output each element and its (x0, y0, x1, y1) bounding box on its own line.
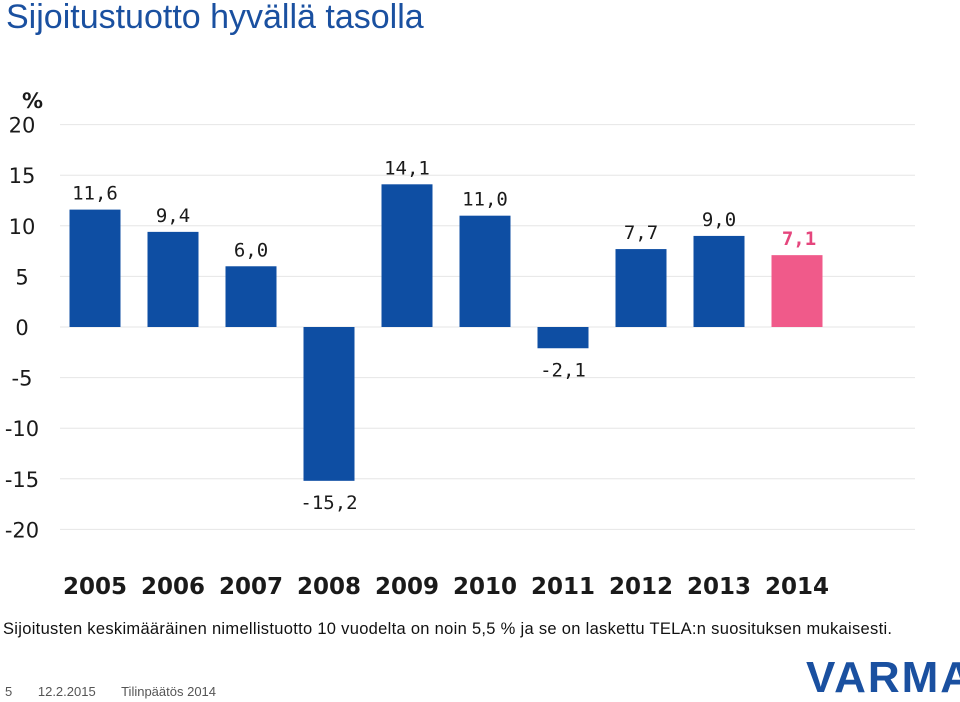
x-tick-label-2006: 2006 (141, 574, 205, 600)
data-label-2014: 7,1 (782, 228, 816, 250)
bar-2006 (147, 231, 199, 327)
page-number: 5 (5, 684, 13, 699)
varma-logo: VARMA (806, 653, 960, 702)
x-tick-label-2009: 2009 (375, 574, 439, 600)
x-tick-label-2008: 2008 (297, 574, 361, 600)
bars (69, 184, 823, 481)
x-tick-label-2014: 2014 (765, 574, 829, 600)
x-tick-label-2007: 2007 (219, 574, 283, 600)
data-label-2013: 9,0 (702, 209, 736, 231)
bar-2014 (771, 255, 823, 327)
footer-section: Tilinpäätös 2014 (121, 684, 217, 699)
data-label-2008: -15,2 (300, 492, 357, 514)
y-tick-label: 10 (9, 215, 36, 239)
bar-2013 (693, 235, 745, 327)
y-tick-label: 20 (9, 114, 36, 138)
y-axis-ticks: 20 15 10 5 0 -5 -10 -15 -20 (5, 114, 39, 543)
slide-footer: 5 12.2.2015 Tilinpäätös 2014 (5, 684, 238, 699)
data-label-2006: 9,4 (156, 205, 190, 227)
data-label-2005: 11,6 (72, 183, 118, 205)
y-tick-label: 5 (15, 265, 28, 289)
data-label-2007: 6,0 (234, 239, 268, 261)
bar-2010 (459, 215, 511, 327)
y-tick-label: -10 (5, 417, 39, 441)
footer-date: 12.2.2015 (37, 684, 96, 699)
data-label-2009: 14,1 (384, 157, 430, 179)
bar-2011 (537, 327, 589, 349)
x-tick-label-2013: 2013 (687, 574, 751, 600)
y-tick-label: -5 (12, 367, 33, 391)
bar-2005 (69, 209, 121, 327)
data-labels: 11,6 9,4 6,0 -15,2 14,1 11,0 -2,1 7,7 9,0 7,1 (72, 157, 816, 514)
x-tick-label-2012: 2012 (609, 574, 673, 600)
bar-2008 (303, 327, 355, 481)
y-axis-unit-label: % (22, 89, 43, 113)
y-tick-label: -20 (5, 518, 39, 542)
y-tick-label: 15 (9, 164, 36, 188)
data-label-2012: 7,7 (624, 222, 658, 244)
x-axis-ticks: 2005 2006 2007 2008 2009 2010 2011 2012 2013 2014 (63, 574, 829, 600)
y-tick-label: -15 (5, 468, 39, 492)
data-label-2011: -2,1 (540, 359, 586, 381)
x-tick-label-2010: 2010 (453, 574, 517, 600)
y-tick-label: 0 (15, 316, 28, 340)
x-tick-label-2011: 2011 (531, 574, 595, 600)
bar-2012 (615, 249, 667, 327)
data-label-2010: 11,0 (462, 189, 508, 211)
page-title: Sijoitustuotto hyvällä tasolla (6, 0, 424, 36)
footnote-text: Sijoitusten keskimääräinen nimellistuott… (3, 620, 893, 638)
bar-2007 (225, 266, 277, 327)
bar-2009 (381, 184, 433, 327)
x-tick-label-2005: 2005 (63, 574, 127, 600)
bar-chart: % 20 15 10 5 0 -5 -10 -15 -20 11,6 9,4 6,0 -15,2 14,… (5, 89, 915, 600)
